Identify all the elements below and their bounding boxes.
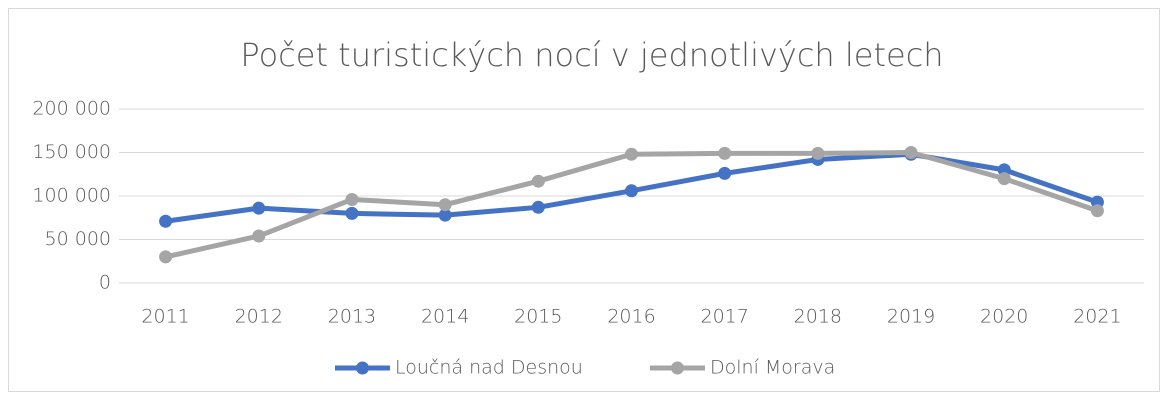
data-point: [625, 147, 638, 161]
y-tick-label: 0: [99, 272, 111, 294]
x-tick-label: 2016: [607, 306, 655, 328]
data-point: [904, 146, 918, 159]
data-point: [252, 229, 266, 243]
chart-title: Počet turistických nocí v jednotlivých l…: [240, 36, 943, 74]
data-point: [345, 192, 359, 206]
data-point: [438, 198, 452, 212]
data-point: [718, 166, 732, 180]
x-tick-label: 2020: [980, 306, 1028, 328]
data-point: [531, 200, 545, 214]
legend-marker: [356, 361, 369, 375]
y-tick-label: 200 000: [32, 98, 111, 120]
legend-marker: [671, 361, 684, 375]
data-point: [811, 146, 825, 160]
legend-label: Loučná nad Desnou: [395, 357, 583, 379]
y-tick-label: 50 000: [45, 228, 111, 250]
data-point: [531, 174, 545, 188]
data-point: [159, 250, 173, 264]
x-tick-label: 2017: [701, 306, 749, 328]
x-tick-label: 2021: [1073, 306, 1121, 328]
y-tick-label: 150 000: [32, 141, 111, 163]
x-tick-label: 2019: [887, 306, 935, 328]
data-point: [345, 206, 359, 220]
x-tick-label: 2013: [328, 306, 376, 328]
data-point: [159, 214, 173, 228]
x-tick-label: 2018: [794, 306, 842, 328]
data-point: [997, 172, 1011, 186]
data-point: [252, 201, 266, 215]
legend-label: Dolní Morava: [710, 357, 835, 379]
x-tick-label: 2012: [235, 306, 283, 328]
data-point: [1090, 204, 1104, 218]
x-tick-label: 2011: [141, 306, 189, 328]
x-tick-label: 2014: [421, 306, 469, 328]
y-tick-label: 100 000: [32, 185, 111, 207]
data-point: [438, 208, 452, 222]
x-tick-label: 2015: [514, 306, 562, 328]
data-point: [718, 146, 732, 160]
data-point: [625, 184, 638, 198]
